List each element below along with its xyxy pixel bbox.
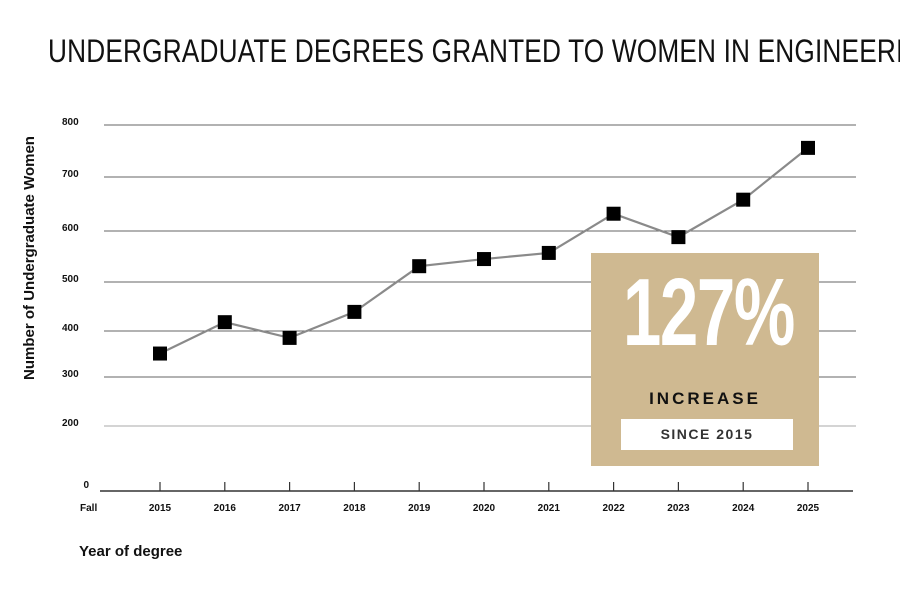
x-tick-label: 2017 (278, 503, 301, 514)
x-tick-label: 2016 (214, 503, 237, 514)
callout-label: INCREASE (649, 389, 761, 408)
markers (153, 140, 815, 361)
y-tick-label: 500 (62, 274, 79, 285)
y-tick-label: 700 (62, 169, 79, 180)
grid (100, 124, 856, 492)
data-point (347, 304, 362, 319)
increase-callout: 127% INCREASE SINCE 2015 (591, 253, 819, 466)
x-ticks: Fall 2015 2016 2017 2018 2019 2020 2021 2022 2023… (80, 482, 820, 514)
y-ticks: 0 200 300 400 500 600 700 800 (62, 117, 89, 491)
y-tick-label: 200 (62, 418, 79, 429)
x-tick-label: 2025 (797, 503, 820, 514)
y-tick-label: 800 (62, 117, 79, 128)
data-point (671, 230, 686, 245)
data-point (541, 245, 556, 260)
x-prefix-label: Fall (80, 503, 97, 514)
y-tick-label: 300 (62, 369, 79, 380)
y-tick-label: 400 (62, 323, 79, 334)
data-point (282, 330, 297, 345)
y-tick-label: 0 (83, 480, 89, 491)
x-tick-label: 2015 (149, 503, 172, 514)
x-tick-label: 2023 (667, 503, 690, 514)
data-point (153, 346, 167, 361)
x-tick-label: 2018 (343, 503, 366, 514)
data-point (412, 259, 427, 274)
y-tick-label: 600 (62, 223, 79, 234)
x-tick-label: 2024 (732, 503, 755, 514)
y-axis-label: Number of Undergraduate Women (21, 136, 38, 380)
x-tick-label: 2019 (408, 503, 431, 514)
x-tick-label: 2022 (602, 503, 625, 514)
x-tick-label: 2020 (473, 503, 496, 514)
callout-value: 127% (622, 259, 795, 366)
chart-title: UNDERGRADUATE DEGREES GRANTED TO WOMEN I… (48, 33, 900, 69)
data-point (801, 140, 815, 155)
callout-sublabel: SINCE 2015 (621, 419, 793, 450)
x-axis-label: Year of degree (79, 543, 183, 560)
data-point (606, 206, 621, 221)
x-tick-label: 2021 (538, 503, 561, 514)
data-point (736, 192, 751, 207)
data-point (477, 252, 491, 267)
data-point (217, 315, 232, 330)
